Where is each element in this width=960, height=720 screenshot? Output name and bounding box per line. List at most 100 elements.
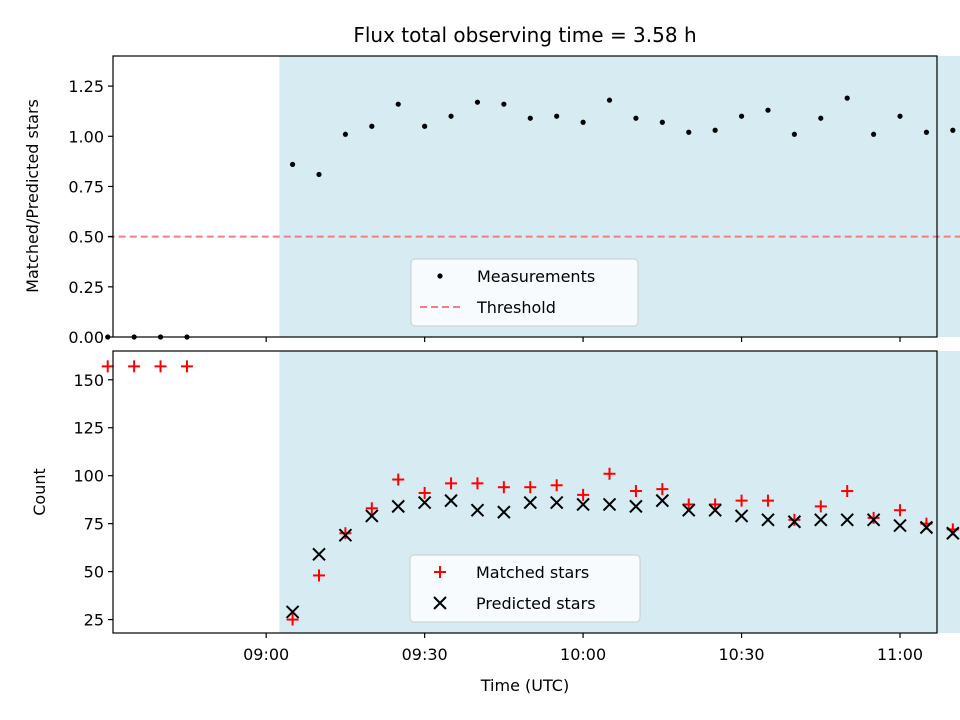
count-y-tick-label: 25: [84, 611, 104, 630]
count-matched-stars-point: [471, 477, 484, 490]
ratio-measurements-point: [871, 131, 877, 137]
count-matched-stars-point: [814, 500, 827, 513]
legend-threshold-label: Threshold: [476, 298, 556, 317]
cross-b: [682, 503, 696, 517]
cross-b: [444, 493, 458, 508]
chart-title: Flux total observing time = 3.58 h: [353, 23, 696, 47]
x-tick-label: 10:00: [560, 645, 606, 664]
count-predicted-stars-point: [523, 495, 537, 510]
count-matched-stars-point: [629, 485, 642, 498]
legend-measurements-marker: [437, 273, 443, 279]
count-matched-stars-point: [735, 494, 748, 507]
count-predicted-stars-point: [549, 495, 564, 510]
cross-b: [893, 518, 907, 533]
cross-b: [787, 515, 802, 529]
count-matched-stars-point: [392, 473, 405, 486]
ratio-measurements-point: [738, 113, 745, 119]
ratio-measurements-point: [818, 115, 824, 121]
ratio-y-tick-label: 1.25: [68, 77, 104, 96]
ratio-measurements-point: [369, 123, 375, 129]
count-predicted-stars-point: [391, 499, 405, 514]
count-predicted-stars-point: [840, 513, 854, 527]
legend-predicted-marker: [433, 596, 447, 610]
ratio-measurements-point: [659, 119, 665, 125]
ratio-y-tick-label: 0.00: [68, 328, 104, 347]
x-axis-label: Time (UTC): [480, 676, 569, 695]
legend-matched-marker: [434, 566, 446, 578]
x-tick-label: 10:30: [719, 645, 765, 664]
count-legend: Matched stars Predicted stars: [409, 554, 641, 623]
ratio-measurements-point: [606, 97, 613, 103]
ratio-y-tick-label: 1.00: [68, 127, 104, 146]
ratio-measurements-point: [554, 113, 560, 119]
count-predicted-stars-point: [655, 493, 670, 508]
legend-measurements-label: Measurements: [477, 267, 595, 286]
cross-b: [761, 513, 775, 527]
cross-b: [840, 513, 854, 527]
count-y-tick-label: 100: [73, 467, 104, 486]
ratio-measurements-point: [105, 334, 111, 340]
count-predicted-stars-point: [338, 528, 353, 542]
ratio-measurements-point: [422, 123, 428, 129]
cross-b: [285, 605, 300, 619]
count-predicted-stars-point: [629, 499, 643, 514]
count-axes-frame: [112, 350, 938, 634]
count-matched-stars-point: [497, 481, 510, 494]
x-tick-label: 11:00: [877, 645, 923, 664]
count-predicted-stars-point: [470, 503, 485, 517]
count-predicted-stars-point: [919, 520, 934, 535]
count-predicted-stars-point: [417, 495, 432, 510]
count-predicted-stars-point: [761, 513, 775, 527]
count-y-tick-label: 125: [73, 419, 104, 438]
cross-b: [814, 513, 828, 527]
legend-matched-label: Matched stars: [476, 563, 589, 582]
count-predicted-stars-point: [602, 497, 617, 512]
cross-b: [417, 495, 432, 510]
cross-b: [576, 497, 590, 512]
cross-b: [312, 547, 326, 562]
count-predicted-stars-point: [285, 605, 300, 619]
ratio-measurements-point: [316, 171, 322, 178]
cross-b: [655, 493, 670, 508]
cross-b: [338, 528, 353, 542]
count-predicted-stars-point: [444, 493, 458, 508]
ratio-measurements-point: [923, 129, 930, 135]
count-predicted-stars-point: [365, 509, 379, 523]
cross-b: [365, 509, 379, 523]
ratio-measurements-point: [342, 131, 349, 137]
ratio-measurements-point: [686, 129, 692, 135]
count-matched-stars-point: [418, 486, 431, 499]
ratio-measurements-point: [448, 113, 454, 119]
cross-b: [919, 520, 934, 535]
cross-b: [497, 505, 511, 519]
ratio-measurements-point: [527, 115, 533, 121]
count-y-tick-label: 75: [84, 515, 104, 534]
cross-b: [391, 499, 405, 514]
count-matched-stars-point: [603, 467, 616, 480]
count-matched-stars-point: [550, 479, 563, 492]
count-predicted-stars-point: [682, 503, 696, 517]
count-predicted-stars-point: [576, 497, 590, 512]
count-matched-stars-point: [577, 488, 590, 501]
ratio-measurements-point: [289, 161, 296, 167]
count-predicted-stars-point: [497, 505, 511, 519]
count-matched-stars-point: [656, 483, 669, 496]
count-matched-stars-point: [867, 511, 880, 524]
count-matched-stars-point: [313, 569, 325, 582]
ratio-axes-frame: [112, 55, 938, 338]
count-predicted-stars-point: [734, 509, 749, 523]
x-tick-label: 09:30: [402, 645, 448, 664]
count-predicted-stars-point: [708, 503, 722, 517]
ratio-y-tick-label: 0.25: [68, 278, 104, 297]
ratio-legend-box: [410, 258, 639, 327]
count-matched-stars-point: [709, 498, 722, 511]
ratio-measurements-point: [897, 113, 903, 119]
count-matched-stars-point: [286, 613, 299, 626]
count-predicted-stars-point: [866, 513, 881, 527]
cross-b: [734, 509, 749, 523]
ratio-y-tick-label: 0.50: [68, 228, 104, 247]
count-matched-stars-point: [101, 360, 114, 373]
count-matched-stars-point: [894, 504, 907, 517]
count-legend-box: [409, 554, 641, 623]
cross-b: [629, 499, 643, 514]
